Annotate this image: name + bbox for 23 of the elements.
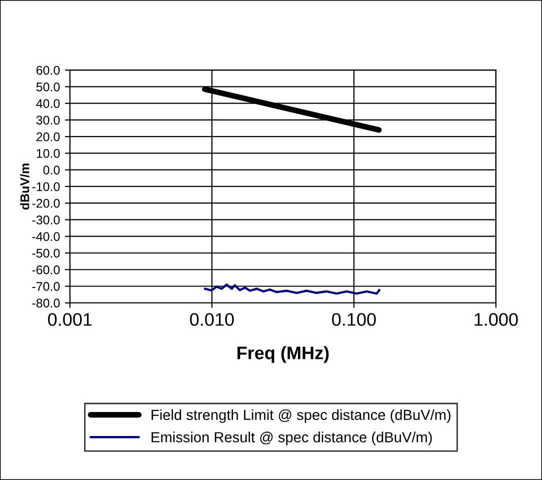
x-axis-title: Freq (MHz) xyxy=(237,346,329,363)
y-tick-label: -70.0 xyxy=(32,282,60,291)
y-tick-label: -80.0 xyxy=(32,298,60,308)
y-tick-label: -30.0 xyxy=(32,216,60,224)
y-tick-label: -40.0 xyxy=(32,232,60,242)
y-tick-label: -10.0 xyxy=(32,182,60,192)
x-tick-label: 0.001 xyxy=(48,313,92,326)
y-tick-label: 10.0 xyxy=(36,149,60,158)
legend-label: Field strength Limit @ spec distance (dBuV/m) xyxy=(152,409,450,423)
y-tick-label: 50.0 xyxy=(36,82,60,92)
legend-label: Emission Result @ spec distance (dBuV/m) xyxy=(152,432,432,446)
y-tick-label: 60.0 xyxy=(36,66,60,75)
y-axis-title: dBuV/m xyxy=(20,164,30,210)
x-tick-label: 0.010 xyxy=(190,313,234,326)
x-tick-label: 1.000 xyxy=(474,313,518,326)
y-tick-label: -60.0 xyxy=(32,265,60,274)
y-tick-label: 0.0 xyxy=(43,166,60,175)
y-tick-label: -50.0 xyxy=(32,248,60,258)
y-tick-label: 20.0 xyxy=(36,132,60,142)
x-tick-label: 0.100 xyxy=(332,313,376,326)
y-tick-label: 40.0 xyxy=(36,99,60,108)
y-tick-label: 30.0 xyxy=(36,116,60,125)
y-tick-label: -20.0 xyxy=(32,198,60,208)
